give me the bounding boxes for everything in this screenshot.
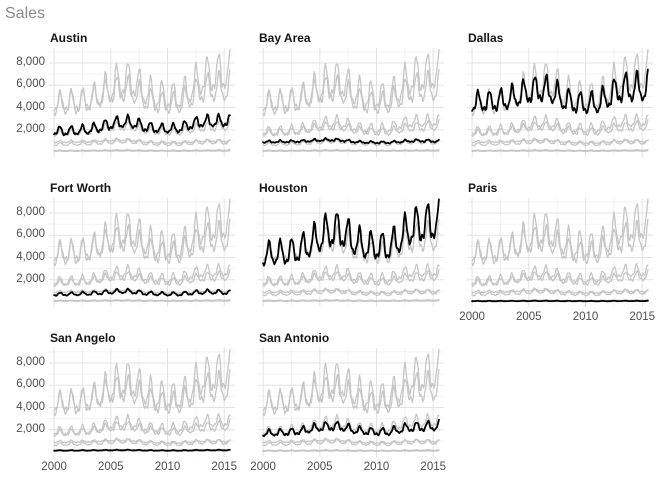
series-line-highlight-san-angelo: [53, 448, 231, 452]
x-tick-label: 2015: [211, 461, 238, 473]
series-line-gray-fort-worth: [471, 137, 649, 147]
series-line-gray-dallas: [471, 218, 649, 264]
series-line-gray-san-antonio: [471, 269, 649, 287]
facet-strip-paris: Paris: [468, 181, 498, 195]
y-tick-label: 8,000: [16, 356, 45, 368]
series-line-gray-fort-worth: [471, 287, 649, 297]
series-line-gray-austin: [53, 262, 231, 286]
series-line-gray-dallas: [53, 218, 231, 264]
series-line-gray-san-antonio: [53, 269, 231, 287]
y-tick-label: 4,000: [16, 250, 45, 263]
series-line-gray-houston: [262, 348, 440, 417]
series-line-gray-dallas: [262, 68, 440, 114]
facet-strip-dallas: Dallas: [468, 31, 504, 45]
series-line-gray-fort-worth: [262, 437, 440, 447]
series-line-gray-paris: [471, 150, 649, 152]
facet-panel-bay-area: [258, 48, 444, 157]
series-line-gray-austin: [262, 412, 440, 436]
x-tick-label: 2010: [363, 461, 390, 473]
series-line-gray-san-angelo: [262, 448, 440, 452]
y-tick-label: 8,000: [16, 56, 45, 68]
series-line-highlight-houston: [262, 198, 440, 267]
series-line-gray-austin: [262, 262, 440, 286]
y-tick-label: 6,000: [16, 378, 45, 391]
facet-panel-austin: [49, 48, 235, 157]
y-tick-label: 6,000: [16, 78, 45, 91]
series-line-gray-san-angelo: [262, 298, 440, 302]
series-line-gray-paris: [262, 300, 440, 302]
facet-strip-san-antonio: San Antonio: [259, 331, 330, 345]
series-line-highlight-san-antonio: [262, 418, 440, 438]
x-tick-label: 2005: [516, 311, 542, 323]
series-line-gray-houston: [471, 198, 649, 267]
x-tick-label: 2000: [41, 461, 67, 473]
series-line-gray-houston: [53, 48, 231, 117]
series-line-gray-dallas: [262, 368, 440, 414]
y-tick-label: 2,000: [16, 422, 45, 435]
facet-strip-houston: Houston: [259, 181, 308, 195]
x-tick-label: 2000: [459, 311, 485, 323]
series-line-gray-san-angelo: [262, 148, 440, 152]
chart-title: Sales: [5, 5, 46, 22]
series-line-gray-paris: [53, 150, 231, 152]
series-line-gray-paris: [262, 150, 440, 152]
y-tick-label: 4,000: [16, 400, 45, 413]
facet-panel-dallas: [467, 48, 653, 157]
facet-strip-san-angelo: San Angelo: [50, 331, 116, 345]
series-line-gray-houston: [262, 48, 440, 117]
x-tick-label: 2000: [250, 461, 276, 473]
facet-strip-bay-area: Bay Area: [259, 31, 311, 45]
series-line-gray-dallas: [53, 368, 231, 414]
series-line-highlight-bay-area: [262, 137, 440, 145]
series-line-gray-fort-worth: [53, 437, 231, 447]
series-line-gray-dallas: [53, 68, 231, 114]
series-line-gray-austin: [53, 412, 231, 436]
x-tick-label: 2015: [629, 311, 656, 323]
series-line-highlight-austin: [53, 112, 231, 137]
series-line-gray-austin: [471, 112, 649, 136]
series-line-highlight-paris: [471, 299, 649, 303]
series-line-gray-paris: [262, 450, 440, 452]
x-tick-label: 2005: [307, 461, 333, 473]
facet-strip-austin: Austin: [50, 31, 88, 45]
series-line-gray-san-antonio: [471, 119, 649, 137]
facet-panel-fort-worth: [49, 198, 235, 307]
facet-panel-san-angelo: [49, 348, 235, 457]
y-tick-label: 2,000: [16, 272, 45, 285]
series-line-gray-san-antonio: [53, 419, 231, 437]
series-line-gray-fort-worth: [53, 137, 231, 147]
series-line-gray-san-angelo: [53, 148, 231, 152]
x-tick-label: 2015: [420, 461, 447, 473]
x-tick-label: 2010: [572, 311, 599, 323]
facet-strip-fort-worth: Fort Worth: [50, 181, 112, 195]
series-line-gray-paris: [53, 300, 231, 302]
facet-panel-san-antonio: [258, 348, 444, 457]
series-line-gray-san-antonio: [262, 119, 440, 137]
series-line-highlight-dallas: [471, 68, 649, 115]
x-tick-label: 2005: [98, 461, 124, 473]
x-tick-label: 2010: [154, 461, 181, 473]
y-tick-label: 8,000: [16, 206, 45, 218]
series-line-gray-houston: [53, 198, 231, 267]
facet-panel-paris: [467, 198, 653, 307]
series-line-gray-san-angelo: [471, 148, 649, 152]
facet-panel-houston: [258, 198, 444, 307]
series-line-highlight-fort-worth: [53, 287, 231, 297]
series-line-gray-austin: [262, 112, 440, 136]
series-line-gray-san-antonio: [262, 269, 440, 287]
y-tick-label: 2,000: [16, 122, 45, 135]
y-tick-label: 6,000: [16, 228, 45, 241]
series-line-gray-fort-worth: [262, 287, 440, 297]
series-line-gray-san-angelo: [53, 298, 231, 302]
y-tick-label: 4,000: [16, 100, 45, 113]
series-line-gray-austin: [471, 262, 649, 286]
series-line-gray-houston: [53, 348, 231, 417]
